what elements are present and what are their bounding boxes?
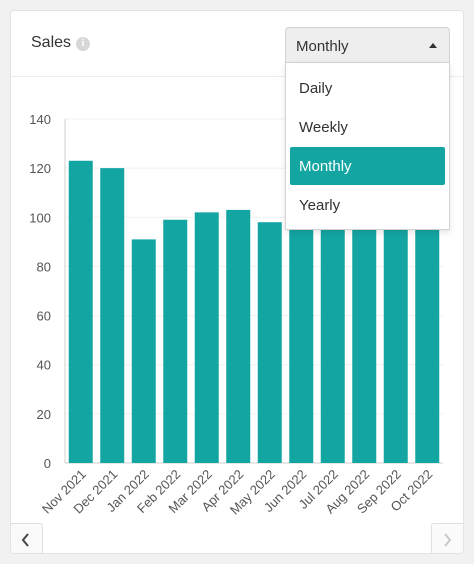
menu-item-label: Yearly bbox=[299, 197, 341, 214]
y-tick-label: 0 bbox=[44, 456, 51, 471]
bar[interactable] bbox=[100, 168, 125, 463]
bar[interactable] bbox=[194, 212, 219, 463]
bar[interactable] bbox=[257, 222, 282, 463]
menu-item-label: Daily bbox=[299, 80, 333, 97]
menu-item-label: Monthly bbox=[299, 158, 352, 175]
chevron-right-icon bbox=[444, 533, 452, 547]
widget-title: Sales bbox=[31, 34, 72, 51]
y-tick-label: 80 bbox=[37, 259, 51, 274]
bar[interactable] bbox=[68, 160, 93, 463]
chevron-left-icon bbox=[21, 533, 29, 547]
period-select[interactable]: Monthly bbox=[285, 27, 450, 63]
period-dropdown-menu: Daily Weekly Monthly Yearly bbox=[285, 62, 450, 230]
y-tick-label: 120 bbox=[29, 161, 51, 176]
bar[interactable] bbox=[289, 217, 314, 463]
info-icon[interactable]: i bbox=[76, 37, 90, 51]
y-tick-label: 20 bbox=[37, 407, 51, 422]
menu-item-daily[interactable]: Daily bbox=[290, 69, 445, 107]
y-tick-label: 40 bbox=[37, 358, 51, 373]
bar[interactable] bbox=[131, 239, 156, 463]
bar[interactable] bbox=[320, 217, 345, 463]
period-select-value: Monthly bbox=[296, 38, 349, 55]
menu-item-yearly[interactable]: Yearly bbox=[290, 186, 445, 224]
bar[interactable] bbox=[163, 219, 188, 463]
y-tick-label: 140 bbox=[29, 112, 51, 127]
bar[interactable] bbox=[226, 209, 251, 463]
menu-item-monthly[interactable]: Monthly bbox=[290, 147, 445, 185]
bar[interactable] bbox=[383, 217, 408, 463]
bar[interactable] bbox=[352, 217, 377, 463]
menu-item-label: Weekly bbox=[299, 119, 348, 136]
menu-item-weekly[interactable]: Weekly bbox=[290, 108, 445, 146]
y-tick-label: 100 bbox=[29, 210, 51, 225]
bar[interactable] bbox=[415, 217, 440, 463]
prev-button[interactable] bbox=[11, 523, 43, 553]
sales-widget: Sales i Monthly Daily Weekly Monthly Yea… bbox=[10, 10, 464, 554]
widget-header: Sales i Monthly bbox=[11, 11, 463, 77]
caret-up-icon bbox=[429, 43, 437, 48]
y-tick-label: 60 bbox=[37, 309, 51, 324]
next-button[interactable] bbox=[431, 523, 463, 553]
